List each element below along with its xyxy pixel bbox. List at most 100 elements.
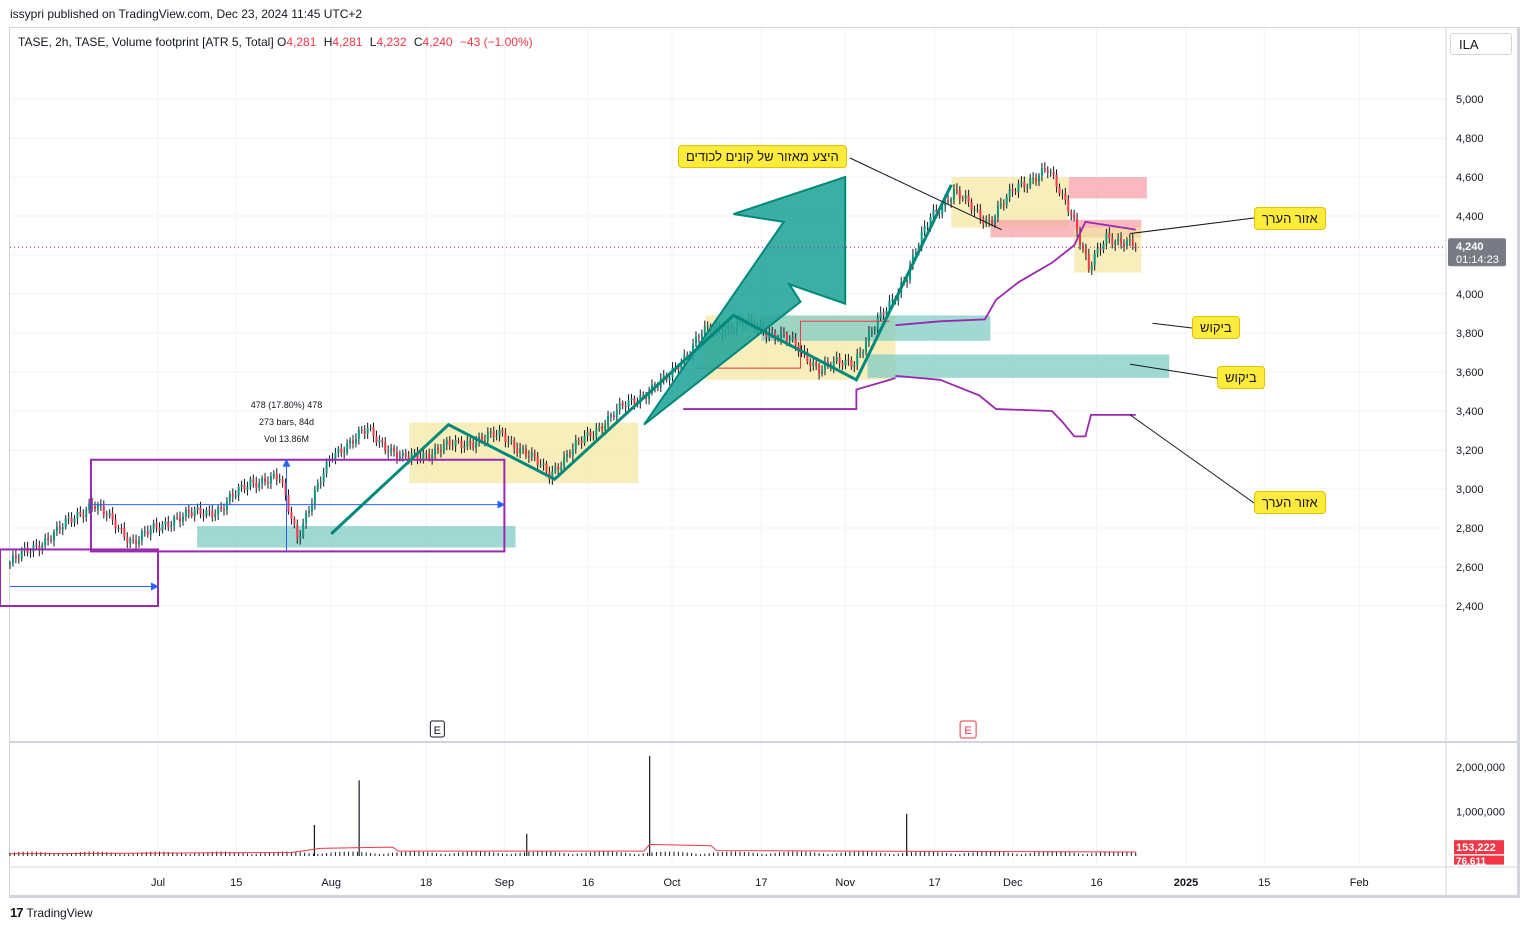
candle-body xyxy=(308,511,311,514)
price-tick-label: 2,400 xyxy=(1456,601,1484,613)
earnings-marker-box-2 xyxy=(959,720,977,739)
candle-body xyxy=(428,453,431,459)
candle-body xyxy=(621,402,624,407)
demand-zone-aug xyxy=(197,526,516,548)
candle-body xyxy=(815,362,818,366)
candle-body xyxy=(378,439,381,443)
callout-breakout[interactable]: היצע מאזור של קונים לכודים xyxy=(678,145,847,168)
candle-body xyxy=(677,366,680,370)
candle-body xyxy=(589,431,592,437)
candle-body xyxy=(32,544,35,552)
candle-body xyxy=(275,473,278,480)
candle-body xyxy=(466,440,469,447)
candle-body xyxy=(20,550,23,559)
candle-body xyxy=(184,509,187,517)
candle-body xyxy=(357,429,360,439)
candle-body xyxy=(920,231,923,246)
candle-body xyxy=(1079,231,1082,246)
candle-body xyxy=(193,510,196,516)
candle-body xyxy=(1055,174,1058,187)
zigzag-path xyxy=(330,184,953,535)
candle-body xyxy=(498,429,501,436)
candle-body xyxy=(47,538,50,541)
value-zone-dec-bottom xyxy=(1074,227,1142,273)
candle-body xyxy=(217,507,220,515)
callout-demand-1[interactable]: ביקוש xyxy=(1192,316,1240,339)
candle-body xyxy=(17,558,20,560)
callout-value-area-bottom[interactable]: אזור הערך xyxy=(1254,491,1326,514)
candle-body xyxy=(448,440,451,446)
candle-body xyxy=(779,332,782,339)
candle-body xyxy=(381,439,384,443)
candle-body xyxy=(387,451,390,453)
time-tick-label: 17 xyxy=(755,877,767,889)
legend-change: −43 (−1.00%) xyxy=(459,35,533,49)
candle-body xyxy=(771,332,774,334)
candle-body xyxy=(557,466,560,470)
candle-body xyxy=(495,435,498,437)
candle-body xyxy=(29,551,32,553)
candle-body xyxy=(560,467,563,470)
candle-body xyxy=(351,440,354,444)
candle-body xyxy=(264,478,267,483)
legend-low: 4,232 xyxy=(376,35,407,49)
callout-value-area-top[interactable]: אזור הערך xyxy=(1254,207,1326,230)
candle-body xyxy=(252,479,255,483)
candle-body xyxy=(483,440,486,442)
candle-body xyxy=(612,415,615,418)
candle-body xyxy=(522,448,525,450)
price-tick-label: 4,400 xyxy=(1456,211,1484,223)
candle-body xyxy=(199,507,202,515)
candle-body xyxy=(460,441,463,448)
candle-body xyxy=(662,375,665,379)
candle-body xyxy=(164,521,167,525)
candle-body xyxy=(527,456,530,458)
poc-line-upper xyxy=(895,220,1136,327)
candle-body xyxy=(489,431,492,433)
candle-body xyxy=(1102,243,1105,250)
candle-body xyxy=(1064,193,1067,201)
candle-body xyxy=(413,451,416,454)
candle-body xyxy=(114,519,117,529)
candle-body xyxy=(876,317,879,329)
candle-body xyxy=(1032,178,1035,180)
callout-demand-2[interactable]: ביקוש xyxy=(1217,366,1265,389)
candle-body xyxy=(565,453,568,457)
candle-body xyxy=(108,512,111,516)
candle-body xyxy=(73,518,76,523)
volume-ma-tag xyxy=(1454,855,1504,865)
candle-body xyxy=(410,453,413,460)
candle-body xyxy=(882,312,885,315)
candle-body xyxy=(1128,239,1131,241)
time-tick-label: Sep xyxy=(495,877,515,889)
candle-body xyxy=(1011,189,1014,192)
measure-box-left xyxy=(0,548,159,608)
candle-body xyxy=(135,540,138,545)
candle-body xyxy=(132,539,135,541)
candle-body xyxy=(14,555,17,559)
big-up-arrow xyxy=(643,175,847,426)
candle-body xyxy=(137,540,140,545)
candle-body xyxy=(1090,265,1093,270)
candle-body xyxy=(1125,240,1128,247)
candle-body xyxy=(859,352,862,355)
candle-body xyxy=(1037,175,1040,182)
candle-body xyxy=(867,331,870,342)
candle-body xyxy=(542,463,545,465)
candle-body xyxy=(700,334,703,338)
candle-body xyxy=(85,509,88,518)
candle-body xyxy=(853,365,856,367)
candle-body xyxy=(826,362,829,365)
tradingview-brand[interactable]: 17 TradingView xyxy=(10,905,93,920)
currency-button[interactable]: ILA xyxy=(1450,33,1512,55)
candle-body xyxy=(1035,178,1038,182)
time-tick-label: Nov xyxy=(835,877,855,889)
candle-body xyxy=(870,331,873,333)
candle-body xyxy=(524,448,527,457)
candle-body xyxy=(686,355,689,357)
candle-body xyxy=(35,544,38,546)
candle-body xyxy=(1108,233,1111,239)
supply-zone-top xyxy=(1068,177,1147,199)
candle-body xyxy=(964,195,967,199)
